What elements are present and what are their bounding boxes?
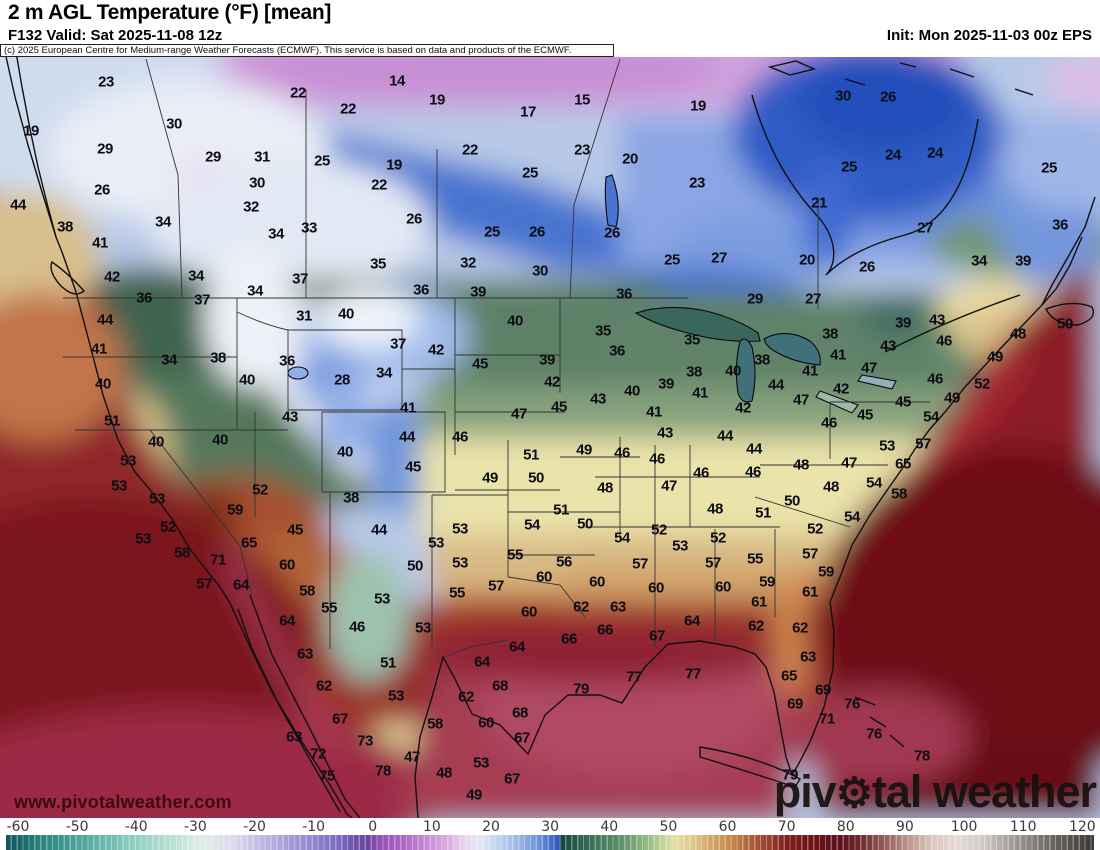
colorbar-tick: 70 bbox=[777, 819, 796, 835]
colorbar-tick: 50 bbox=[659, 819, 678, 835]
colorbar-tick: 110 bbox=[1009, 819, 1037, 835]
colorbar-tick: -50 bbox=[65, 819, 89, 835]
great-lakes bbox=[287, 174, 897, 414]
colorbar-tick: 100 bbox=[950, 819, 978, 835]
coastline-paths bbox=[5, 57, 1096, 818]
colorbar-tick: -10 bbox=[302, 819, 326, 835]
temperature-field bbox=[0, 57, 1100, 818]
temperature-map bbox=[0, 57, 1100, 818]
colorbar-tick: -60 bbox=[6, 819, 30, 835]
header: 2 m AGL Temperature (°F) [mean] F132 Val… bbox=[0, 0, 1100, 57]
colorbar-tick-row: -60 -50 -40 -30 -20 -10 0 10 20 30 40 50 60 70 80 90 100… bbox=[0, 818, 1100, 835]
colorbar-tick: 80 bbox=[836, 819, 855, 835]
watermark-url: www.pivotalweather.com bbox=[14, 792, 232, 812]
colorbar-tick: 90 bbox=[896, 819, 914, 835]
page-title: 2 m AGL Temperature (°F) [mean] bbox=[8, 1, 332, 24]
colorbar-tick: 10 bbox=[422, 819, 441, 835]
colorbar-tick: 120 bbox=[1068, 819, 1096, 835]
colorbar-tick: 30 bbox=[541, 819, 560, 835]
colorbar-tick: 20 bbox=[482, 819, 500, 835]
copyright-bar: (c) 2025 European Centre for Medium-rang… bbox=[0, 44, 614, 57]
pivotal-weather-logo: piv⚙tal weather bbox=[773, 766, 1097, 818]
state-borders bbox=[63, 58, 930, 658]
colorbar-tick: -40 bbox=[124, 819, 148, 835]
logo-text-pre: piv bbox=[773, 766, 837, 817]
colorbar-segments bbox=[6, 835, 1094, 850]
map-canvas bbox=[0, 57, 1100, 818]
init-time-label: Init: Mon 2025-11-03 00z EPS bbox=[886, 27, 1092, 44]
colorbar-tick: -20 bbox=[243, 819, 266, 835]
valid-time-label: F132 Valid: Sat 2025-11-08 12z bbox=[8, 27, 223, 44]
colorbar-tick: 60 bbox=[718, 819, 737, 835]
logo-text-post: tal weather bbox=[871, 766, 1097, 817]
colorbar-tick: -30 bbox=[183, 819, 207, 835]
colorbar-tick: 40 bbox=[600, 819, 619, 835]
colorbar-gradient bbox=[6, 835, 1094, 850]
colorbar-tick: 0 bbox=[368, 819, 378, 835]
gear-icon: ⚙ bbox=[835, 770, 873, 816]
